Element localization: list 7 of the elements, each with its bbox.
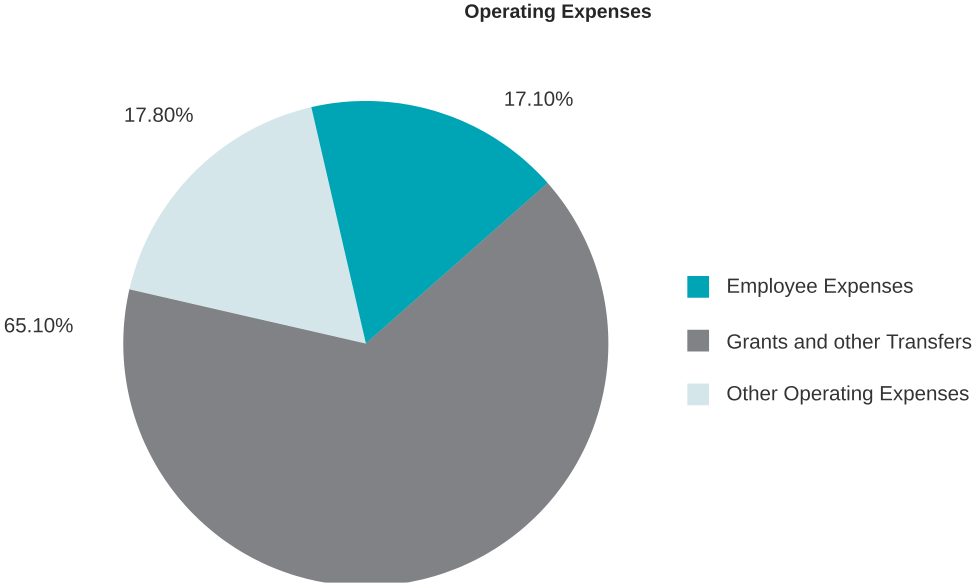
data-label: 17.80% [125, 108, 193, 122]
legend-label: Employee Expenses [728, 278, 913, 298]
legend-label: Other Operating Expenses [727, 386, 969, 405]
data-label: 17.10% [505, 92, 573, 106]
chart-title: Operating Expenses [465, 4, 651, 22]
data-label: 65.10% [4, 318, 73, 333]
legend-label: Grants and other Transfers [727, 334, 972, 349]
